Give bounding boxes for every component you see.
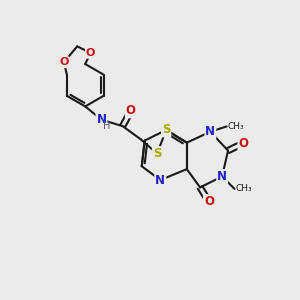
- Text: S: S: [153, 147, 161, 160]
- Text: O: O: [126, 104, 136, 117]
- Text: S: S: [162, 124, 170, 136]
- Text: O: O: [238, 137, 248, 150]
- Text: N: N: [217, 170, 227, 183]
- Text: O: O: [86, 48, 95, 58]
- Text: H: H: [103, 121, 110, 131]
- Text: O: O: [59, 57, 69, 67]
- Text: N: N: [96, 113, 106, 126]
- Text: N: N: [206, 125, 215, 138]
- Text: O: O: [204, 195, 214, 208]
- Text: N: N: [155, 173, 165, 187]
- Text: CH₃: CH₃: [227, 122, 244, 131]
- Text: CH₃: CH₃: [236, 184, 252, 194]
